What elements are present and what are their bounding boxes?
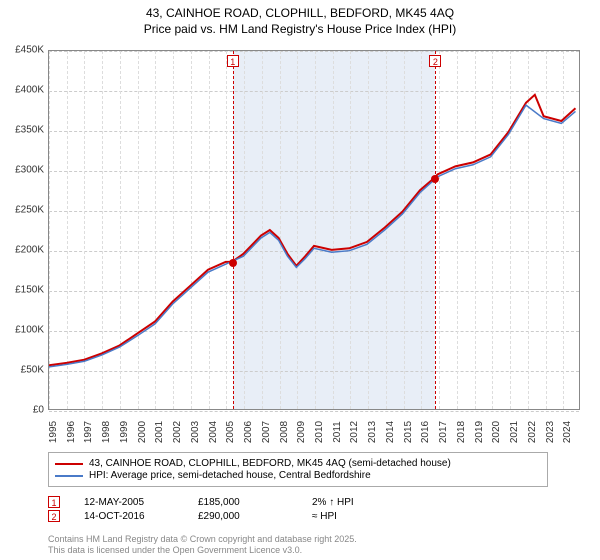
marker-line-2 <box>435 51 436 409</box>
x-tick-label: 2008 <box>279 421 290 443</box>
x-tick-label: 1996 <box>66 421 77 443</box>
x-tick-label: 2019 <box>474 421 485 443</box>
chart-container: 43, CAINHOE ROAD, CLOPHILL, BEDFORD, MK4… <box>0 0 600 560</box>
marker-line-1 <box>233 51 234 409</box>
x-tick-label: 2014 <box>385 421 396 443</box>
legend-swatch <box>55 463 83 465</box>
x-tick-label: 2023 <box>545 421 556 443</box>
legend-row: 43, CAINHOE ROAD, CLOPHILL, BEDFORD, MK4… <box>55 458 541 469</box>
sales-block: 1 12-MAY-2005 £185,000 2% ↑ HPI 2 14-OCT-2016… <box>48 494 402 524</box>
x-tick-label: 2003 <box>190 421 201 443</box>
x-tick-label: 2016 <box>420 421 431 443</box>
y-tick-label: £250K <box>15 205 44 216</box>
chart-svg <box>49 51 579 409</box>
y-tick-label: £200K <box>15 245 44 256</box>
series-property_price <box>49 95 575 365</box>
x-tick-label: 2005 <box>225 421 236 443</box>
legend-label: 43, CAINHOE ROAD, CLOPHILL, BEDFORD, MK4… <box>89 458 451 469</box>
x-tick-label: 2018 <box>456 421 467 443</box>
sale-row: 1 12-MAY-2005 £185,000 2% ↑ HPI <box>48 496 402 508</box>
y-tick-label: £0 <box>33 405 44 416</box>
marker-box-2: 2 <box>429 55 441 67</box>
y-tick-label: £150K <box>15 285 44 296</box>
x-tick-label: 1995 <box>48 421 59 443</box>
x-tick-label: 2024 <box>562 421 573 443</box>
marker-box-1: 1 <box>227 55 239 67</box>
title-block: 43, CAINHOE ROAD, CLOPHILL, BEDFORD, MK4… <box>0 0 600 39</box>
x-tick-label: 2021 <box>509 421 520 443</box>
x-tick-label: 2020 <box>491 421 502 443</box>
legend-row: HPI: Average price, semi-detached house,… <box>55 470 541 481</box>
y-tick-label: £450K <box>15 45 44 56</box>
x-axis: 1995 1996 1997 1998 1999 2000 2001 2002 2003 2004… <box>48 412 580 452</box>
marker-dot-1 <box>229 259 237 267</box>
sale-date: 12-MAY-2005 <box>84 497 174 508</box>
sale-marker-box: 2 <box>48 510 60 522</box>
footer-text: Contains HM Land Registry data © Crown c… <box>48 534 357 556</box>
x-tick-label: 2001 <box>154 421 165 443</box>
y-tick-label: £300K <box>15 165 44 176</box>
x-tick-label: 2010 <box>314 421 325 443</box>
footer-line1: Contains HM Land Registry data © Crown c… <box>48 534 357 545</box>
x-tick-label: 2007 <box>261 421 272 443</box>
y-tick-label: £100K <box>15 325 44 336</box>
x-tick-label: 1997 <box>83 421 94 443</box>
x-tick-label: 1999 <box>119 421 130 443</box>
x-tick-label: 2017 <box>438 421 449 443</box>
legend-box: 43, CAINHOE ROAD, CLOPHILL, BEDFORD, MK4… <box>48 452 548 487</box>
series-hpi <box>49 105 575 367</box>
chart-plot-area: 12 <box>48 50 580 410</box>
y-tick-label: £400K <box>15 85 44 96</box>
title-line2: Price paid vs. HM Land Registry's House … <box>0 22 600 38</box>
title-line1: 43, CAINHOE ROAD, CLOPHILL, BEDFORD, MK4… <box>0 6 600 22</box>
footer-line2: This data is licensed under the Open Gov… <box>48 545 357 556</box>
x-tick-label: 2015 <box>403 421 414 443</box>
sale-date: 14-OCT-2016 <box>84 511 174 522</box>
legend-swatch <box>55 475 83 477</box>
y-tick-label: £350K <box>15 125 44 136</box>
x-tick-label: 2004 <box>208 421 219 443</box>
x-tick-label: 2000 <box>137 421 148 443</box>
sale-marker-box: 1 <box>48 496 60 508</box>
sale-row: 2 14-OCT-2016 £290,000 ≈ HPI <box>48 510 402 522</box>
x-tick-label: 2011 <box>332 421 343 443</box>
x-tick-label: 2006 <box>243 421 254 443</box>
sale-price: £185,000 <box>198 497 288 508</box>
x-tick-label: 2012 <box>349 421 360 443</box>
x-tick-label: 2022 <box>527 421 538 443</box>
sale-delta: ≈ HPI <box>312 511 402 522</box>
legend-label: HPI: Average price, semi-detached house,… <box>89 470 371 481</box>
y-tick-label: £50K <box>21 365 44 376</box>
x-tick-label: 1998 <box>101 421 112 443</box>
y-axis: £0£50K£100K£150K£200K£250K£300K£350K£400… <box>0 50 46 410</box>
sale-price: £290,000 <box>198 511 288 522</box>
marker-dot-2 <box>431 175 439 183</box>
sale-delta: 2% ↑ HPI <box>312 497 402 508</box>
x-tick-label: 2013 <box>367 421 378 443</box>
x-tick-label: 2002 <box>172 421 183 443</box>
x-tick-label: 2009 <box>296 421 307 443</box>
